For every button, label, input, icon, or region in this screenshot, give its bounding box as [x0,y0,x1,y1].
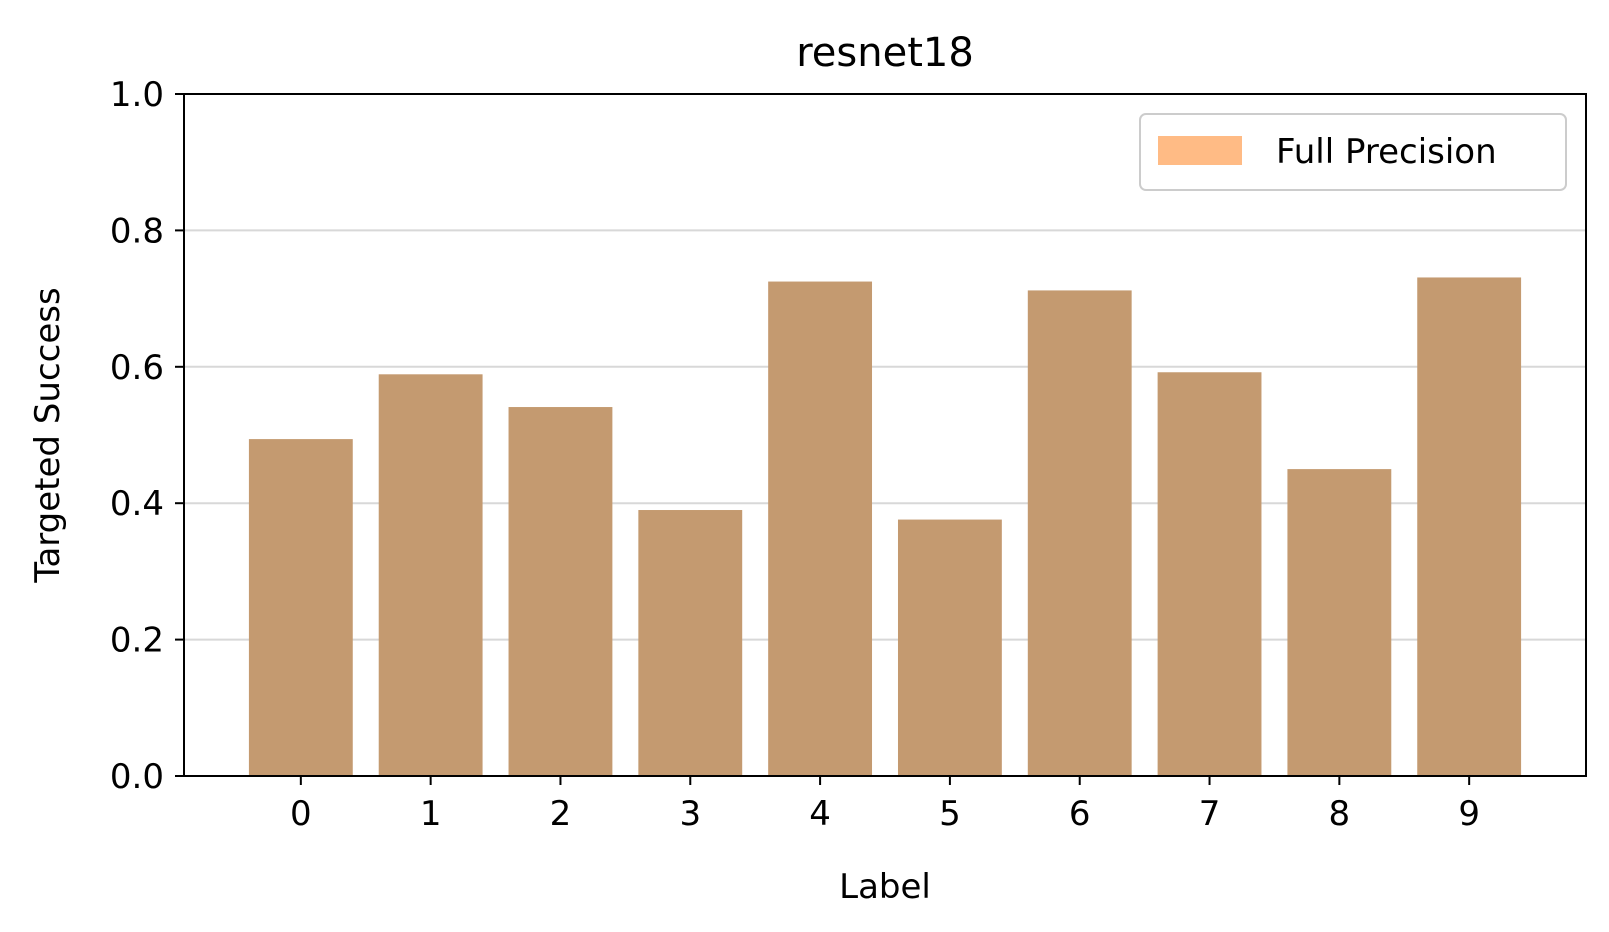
legend-box [1139,113,1567,191]
legend: Full Precision [1139,113,1567,191]
plot-frame [183,93,1587,777]
x-axis-ticks: 0 1 2 3 4 5 6 7 8 9 [290,776,1480,834]
y-tick-label: 0.2 [110,621,164,661]
bar-9 [1417,277,1522,776]
y-axis-title: Targeted Success [28,287,68,583]
bar-0 [248,439,353,776]
x-tick-label: 9 [1458,794,1480,834]
x-tick-label: 8 [1329,794,1351,834]
bars [248,277,1522,776]
x-tick-label: 0 [290,794,312,834]
y-tick-label: 0.8 [110,211,164,251]
x-tick-label: 7 [1199,794,1221,834]
y-tick-label: 1.0 [110,75,164,115]
y-tick-label: 0.6 [110,348,164,388]
bar-3 [638,510,743,776]
y-tick-label: 0.4 [110,484,164,524]
bar-6 [1027,290,1132,776]
x-tick-label: 6 [1069,794,1091,834]
x-tick-label: 2 [550,794,572,834]
chart-title: resnet18 [796,30,974,76]
y-tick-label: 0.0 [110,757,164,797]
bar-1 [378,374,483,776]
bar-5 [897,519,1002,776]
x-tick-label: 1 [420,794,442,834]
bar-7 [1157,372,1262,776]
x-axis-title: Label [839,867,931,907]
x-tick-label: 4 [809,794,831,834]
bar-2 [508,407,613,776]
x-tick-label: 3 [679,794,701,834]
x-tick-label: 5 [939,794,961,834]
bar-4 [768,281,873,776]
legend-swatch [1158,136,1242,165]
legend-label: Full Precision [1276,132,1497,172]
y-axis-ticks: 0.0 0.2 0.4 0.6 0.8 1.0 [110,75,184,797]
bar-8 [1287,469,1392,776]
